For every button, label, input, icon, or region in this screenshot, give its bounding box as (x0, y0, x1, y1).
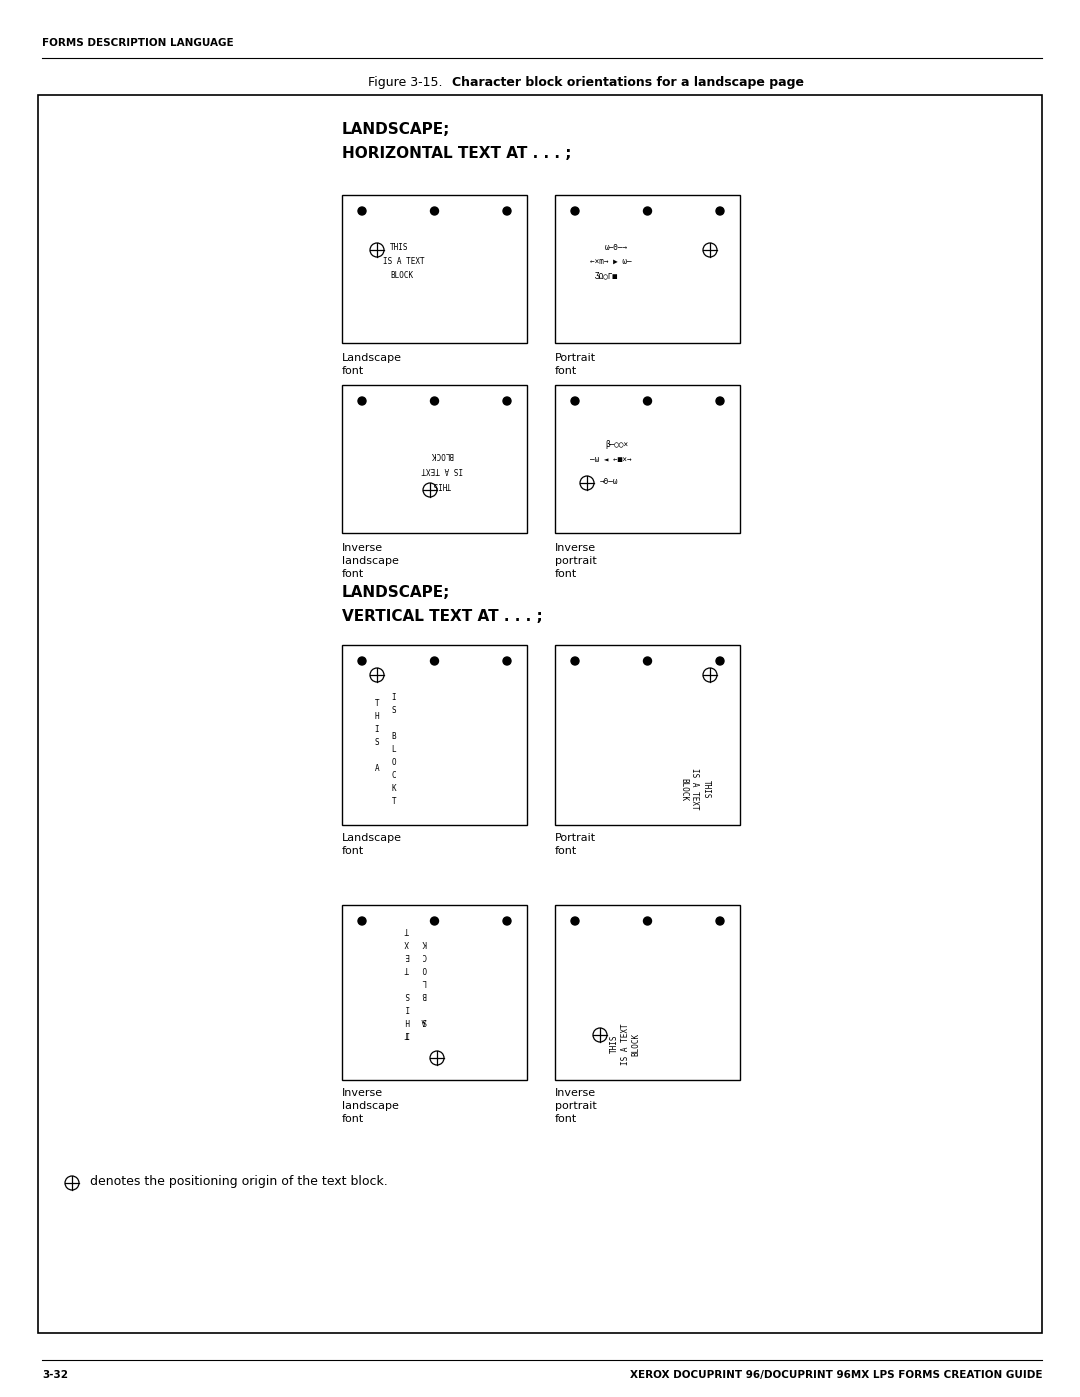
Circle shape (571, 397, 579, 405)
Text: L: L (421, 977, 427, 986)
Text: –ω ◄ ←■×→: –ω ◄ ←■×→ (590, 455, 632, 464)
Circle shape (431, 657, 438, 665)
Circle shape (644, 397, 651, 405)
Text: E: E (405, 951, 409, 960)
Text: C: C (392, 771, 396, 780)
Text: Landscape
font: Landscape font (342, 833, 402, 856)
Text: ω–Θ–→: ω–Θ–→ (605, 243, 629, 251)
Circle shape (716, 916, 724, 925)
Text: β─○○×: β─○○× (605, 440, 629, 448)
Text: H: H (405, 1016, 409, 1025)
Text: Landscape
font: Landscape font (342, 353, 402, 376)
Text: B: B (392, 732, 396, 740)
Text: Portrait
font: Portrait font (555, 353, 596, 376)
Text: THIS
IS A TEXT
BLOCK: THIS IS A TEXT BLOCK (679, 768, 711, 810)
Text: H: H (375, 712, 379, 721)
Text: IS A TEXT: IS A TEXT (383, 257, 424, 265)
Text: K: K (421, 937, 427, 947)
Text: FORMS DESCRIPTION LANGUAGE: FORMS DESCRIPTION LANGUAGE (42, 38, 233, 47)
Text: ӠΩ○Γ■: ӠΩ○Γ■ (595, 271, 618, 279)
Circle shape (431, 397, 438, 405)
Circle shape (716, 657, 724, 665)
Bar (38, 95, 1042, 1333)
Text: T: T (392, 798, 396, 806)
Circle shape (503, 397, 511, 405)
Bar (555, 386, 740, 534)
Text: O: O (421, 964, 427, 972)
Circle shape (503, 657, 511, 665)
Text: T: T (405, 1030, 409, 1038)
Text: T: T (375, 698, 379, 708)
Text: VERTICAL TEXT AT . . . ;: VERTICAL TEXT AT . . . ; (342, 609, 543, 624)
Circle shape (571, 207, 579, 215)
Circle shape (357, 207, 366, 215)
Bar (342, 645, 527, 826)
Circle shape (644, 916, 651, 925)
Circle shape (716, 397, 724, 405)
Text: X: X (405, 937, 409, 947)
Text: I: I (392, 693, 396, 703)
Text: THIS: THIS (390, 243, 408, 251)
Circle shape (571, 916, 579, 925)
Text: XEROX DOCUPRINT 96/DOCUPRINT 96MX LPS FORMS CREATION GUIDE: XEROX DOCUPRINT 96/DOCUPRINT 96MX LPS FO… (630, 1370, 1042, 1380)
Text: O: O (392, 759, 396, 767)
Bar (342, 386, 527, 534)
Text: HORIZONTAL TEXT AT . . . ;: HORIZONTAL TEXT AT . . . ; (342, 147, 571, 161)
Text: I: I (405, 1030, 409, 1038)
Text: I: I (375, 725, 379, 733)
Text: C: C (421, 951, 427, 960)
Text: Inverse
portrait
font: Inverse portrait font (555, 543, 597, 580)
Text: THIS: THIS (433, 481, 451, 489)
Bar (342, 196, 527, 344)
Text: BLOCK: BLOCK (431, 450, 454, 460)
Text: B: B (421, 990, 427, 999)
Text: A: A (421, 1016, 427, 1025)
Circle shape (571, 657, 579, 665)
Circle shape (357, 397, 366, 405)
Text: Inverse
portrait
font: Inverse portrait font (555, 1088, 597, 1125)
Bar (555, 905, 740, 1080)
Text: S: S (405, 990, 409, 999)
Text: T: T (405, 964, 409, 972)
Text: denotes the positioning origin of the text block.: denotes the positioning origin of the te… (90, 1175, 388, 1187)
Text: →Θ–ω: →Θ–ω (600, 476, 619, 486)
Text: IS A TEXT: IS A TEXT (421, 465, 463, 474)
Text: L: L (392, 745, 396, 754)
Text: A: A (375, 764, 379, 773)
Bar (342, 905, 527, 1080)
Text: Inverse
landscape
font: Inverse landscape font (342, 1088, 399, 1125)
Text: S: S (375, 738, 379, 747)
Circle shape (716, 207, 724, 215)
Circle shape (357, 657, 366, 665)
Bar (555, 196, 740, 344)
Circle shape (357, 916, 366, 925)
Text: S: S (421, 1016, 427, 1025)
Text: Character block orientations for a landscape page: Character block orientations for a lands… (453, 75, 804, 89)
Circle shape (503, 916, 511, 925)
Circle shape (503, 207, 511, 215)
Bar (555, 645, 740, 826)
Circle shape (431, 207, 438, 215)
Text: LANDSCAPE;: LANDSCAPE; (342, 585, 450, 599)
Text: ←×m→ ▶ ω–: ←×m→ ▶ ω– (590, 257, 632, 265)
Text: K: K (392, 784, 396, 793)
Text: LANDSCAPE;: LANDSCAPE; (342, 122, 450, 137)
Circle shape (644, 657, 651, 665)
Text: Portrait
font: Portrait font (555, 833, 596, 856)
Circle shape (431, 916, 438, 925)
Text: THIS
IS A TEXT
BLOCK: THIS IS A TEXT BLOCK (609, 1024, 640, 1065)
Text: T: T (405, 925, 409, 935)
Text: S: S (392, 705, 396, 715)
Text: Inverse
landscape
font: Inverse landscape font (342, 543, 399, 580)
Circle shape (644, 207, 651, 215)
Text: Figure 3-15.: Figure 3-15. (368, 75, 450, 89)
Text: 3-32: 3-32 (42, 1370, 68, 1380)
Text: I: I (405, 1003, 409, 1011)
Text: BLOCK: BLOCK (390, 271, 414, 279)
